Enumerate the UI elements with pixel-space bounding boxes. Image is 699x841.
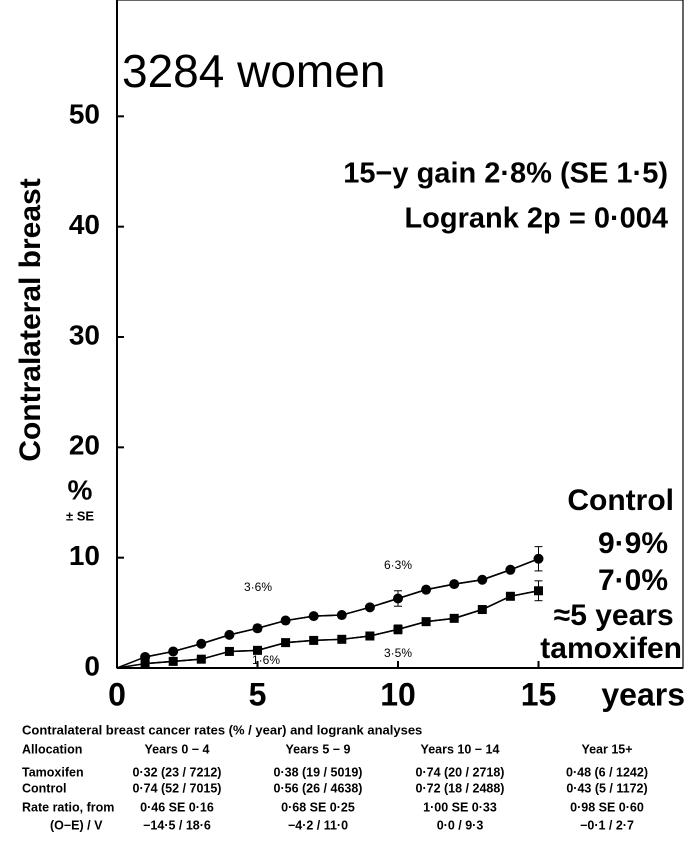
series-label: ≈5 years tamoxifen xyxy=(540,599,682,665)
marker xyxy=(477,605,487,615)
y-tick-label: 30 xyxy=(69,319,100,350)
series-label: Control xyxy=(567,484,674,517)
marker xyxy=(224,629,235,640)
annotation: 7·0% xyxy=(598,564,668,597)
marker xyxy=(168,646,179,657)
marker xyxy=(224,646,234,656)
marker xyxy=(337,634,347,644)
table-cell: Tamoxifen xyxy=(22,765,84,779)
table-cell: Years 10 − 14 xyxy=(421,742,500,756)
curve-origin xyxy=(116,558,539,669)
y-tick-label: 50 xyxy=(69,99,100,130)
marker xyxy=(281,638,291,648)
x-tick-label: 15 xyxy=(521,676,557,712)
table-cell: Years 5 − 9 xyxy=(286,742,351,756)
series-label-line: ≈5 years xyxy=(554,599,682,632)
annotation: 1·6% xyxy=(252,653,280,667)
table-cell: Rate ratio, from xyxy=(22,800,114,814)
marker xyxy=(393,624,403,634)
line xyxy=(145,590,539,665)
marker xyxy=(477,574,488,585)
annotation: 9·9% xyxy=(598,527,668,560)
table-cell: 0·32 (23 / 7212) xyxy=(133,765,222,779)
marker xyxy=(365,631,375,641)
y-tick-label: 10 xyxy=(69,540,100,571)
y-axis-label: Contralateral breast xyxy=(14,178,47,461)
marker xyxy=(449,579,460,590)
marker xyxy=(393,593,403,604)
table-cell: −4·2 / 11·0 xyxy=(288,818,348,832)
marker xyxy=(168,656,178,666)
y-unit: ± SE xyxy=(66,508,94,523)
x-axis-label: years xyxy=(601,676,685,712)
table-cell: Year 15+ xyxy=(581,742,632,756)
marker xyxy=(196,654,206,664)
x-tick-label: 10 xyxy=(380,676,416,712)
marker xyxy=(196,638,207,649)
marker xyxy=(449,613,459,623)
table-cell: 0·98 SE 0·60 xyxy=(570,800,644,814)
table-title: Contralateral breast cancer rates (% / y… xyxy=(22,722,422,737)
table-cell: 0·46 SE 0·16 xyxy=(140,800,214,814)
table-cell: 0·0 / 9·3 xyxy=(437,818,484,832)
annotation: 3·6% xyxy=(244,580,272,594)
table-cell: −14·5 / 18·6 xyxy=(143,818,211,832)
subtitle: Logrank 2p = 0·004 xyxy=(404,203,668,235)
marker xyxy=(534,586,543,596)
table-cell: 0·74 (20 / 2718) xyxy=(416,765,505,779)
y-tick-label: 40 xyxy=(69,209,100,240)
marker xyxy=(252,623,263,634)
marker xyxy=(336,610,347,621)
marker xyxy=(421,617,431,627)
table-cell: 1·00 SE 0·33 xyxy=(423,800,497,814)
y-tick-label: 20 xyxy=(69,430,100,461)
table-cell: 0·68 SE 0·25 xyxy=(281,800,355,814)
table-cell: Years 0 − 4 xyxy=(145,742,210,756)
table-cell: 0·43 (5 / 1172) xyxy=(566,781,647,795)
table-cell: 0·72 (18 / 2488) xyxy=(416,781,505,795)
marker xyxy=(280,615,291,626)
table-cell: (O−E) / V xyxy=(50,818,103,832)
table-cell: −0·1 / 2·7 xyxy=(580,818,634,832)
marker xyxy=(533,553,544,564)
chart-title: 3284 women xyxy=(122,45,385,97)
table-cell: 0·48 (6 / 1242) xyxy=(566,765,648,779)
marker xyxy=(253,645,262,655)
marker xyxy=(309,635,319,645)
annotation: 6·3% xyxy=(384,558,412,572)
marker xyxy=(505,591,515,601)
marker xyxy=(140,659,150,669)
marker xyxy=(421,584,432,595)
table-cell: 0·74 (52 / 7015) xyxy=(133,781,222,795)
table-cell: Allocation xyxy=(22,742,82,756)
table-cell: Control xyxy=(22,781,66,795)
annotation: 3·5% xyxy=(384,646,412,660)
y-unit: % xyxy=(68,474,93,505)
x-tick-label: 5 xyxy=(249,676,267,712)
marker xyxy=(505,564,516,575)
marker xyxy=(308,611,319,622)
table-cell: 0·56 (26 / 4638) xyxy=(274,781,363,795)
subtitle: 15−y gain 2·8% (SE 1·5) xyxy=(343,158,668,190)
y-tick-label: 0 xyxy=(84,650,100,681)
marker xyxy=(364,602,375,613)
series-label-line: tamoxifen xyxy=(540,632,682,665)
curve-origin xyxy=(116,590,539,669)
table-cell: 0·38 (19 / 5019) xyxy=(274,765,363,779)
x-tick-label: 0 xyxy=(108,676,126,712)
